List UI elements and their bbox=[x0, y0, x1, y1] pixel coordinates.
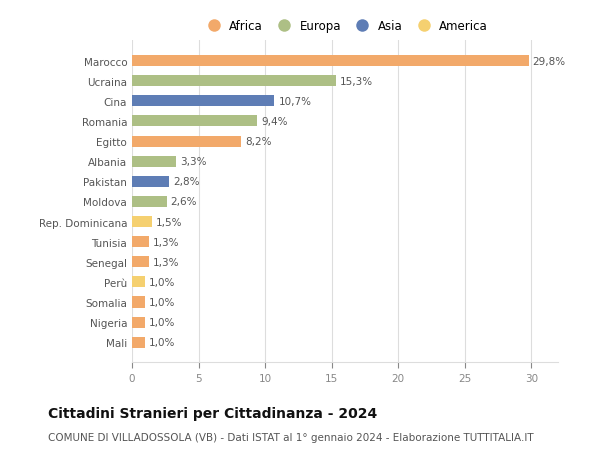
Text: 10,7%: 10,7% bbox=[278, 96, 311, 106]
Text: 1,3%: 1,3% bbox=[154, 257, 180, 267]
Bar bbox=[132, 96, 274, 107]
Bar bbox=[132, 337, 145, 348]
Text: 1,0%: 1,0% bbox=[149, 277, 176, 287]
Text: 2,6%: 2,6% bbox=[170, 197, 197, 207]
Bar bbox=[132, 257, 149, 268]
Text: 1,0%: 1,0% bbox=[149, 318, 176, 327]
Bar bbox=[132, 56, 529, 67]
Bar bbox=[132, 76, 335, 87]
Text: 29,8%: 29,8% bbox=[533, 56, 566, 67]
Bar bbox=[132, 236, 149, 248]
Text: 3,3%: 3,3% bbox=[180, 157, 206, 167]
Text: Cittadini Stranieri per Cittadinanza - 2024: Cittadini Stranieri per Cittadinanza - 2… bbox=[48, 406, 377, 420]
Text: 1,3%: 1,3% bbox=[154, 237, 180, 247]
Bar bbox=[132, 176, 169, 187]
Text: 1,0%: 1,0% bbox=[149, 337, 176, 347]
Text: COMUNE DI VILLADOSSOLA (VB) - Dati ISTAT al 1° gennaio 2024 - Elaborazione TUTTI: COMUNE DI VILLADOSSOLA (VB) - Dati ISTAT… bbox=[48, 432, 533, 442]
Bar bbox=[132, 156, 176, 168]
Text: 15,3%: 15,3% bbox=[340, 77, 373, 86]
Bar bbox=[132, 297, 145, 308]
Text: 1,0%: 1,0% bbox=[149, 297, 176, 308]
Bar bbox=[132, 317, 145, 328]
Text: 1,5%: 1,5% bbox=[156, 217, 182, 227]
Bar bbox=[132, 217, 152, 228]
Bar bbox=[132, 196, 167, 207]
Bar bbox=[132, 116, 257, 127]
Text: 2,8%: 2,8% bbox=[173, 177, 200, 187]
Bar bbox=[132, 136, 241, 147]
Text: 8,2%: 8,2% bbox=[245, 137, 272, 147]
Legend: Africa, Europa, Asia, America: Africa, Europa, Asia, America bbox=[197, 15, 493, 38]
Bar bbox=[132, 277, 145, 288]
Text: 9,4%: 9,4% bbox=[261, 117, 287, 127]
